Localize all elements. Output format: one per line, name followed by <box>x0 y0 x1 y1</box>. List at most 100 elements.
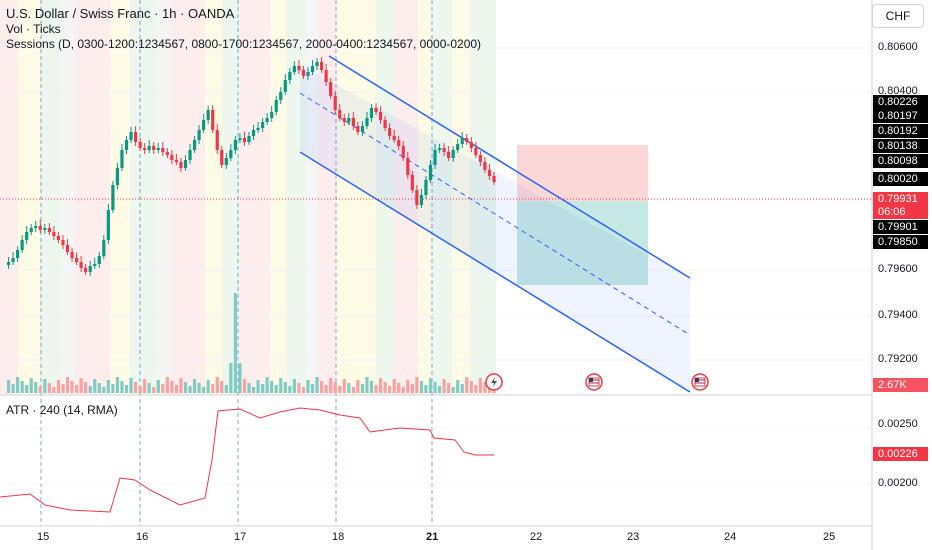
flag-canton <box>695 378 699 382</box>
volume-bar <box>469 381 473 393</box>
candle-body <box>20 240 24 250</box>
candle-body <box>433 150 437 165</box>
volume-bar <box>29 378 33 393</box>
atr-tick-label: 0.00250 <box>878 418 918 430</box>
volume-bar <box>34 382 38 393</box>
time-tick-label: 23 <box>627 531 640 543</box>
volume-bar <box>52 387 56 393</box>
economic-events <box>485 373 709 391</box>
volume-bar <box>378 378 383 393</box>
candle-body <box>16 250 20 258</box>
candle-body <box>465 138 469 142</box>
atr-line <box>0 407 494 513</box>
candle-body <box>256 128 260 130</box>
candle-body <box>129 132 133 140</box>
candle-body <box>487 170 492 176</box>
volume-bar <box>179 378 183 393</box>
candle-body <box>265 118 269 122</box>
volume-bar <box>319 381 324 393</box>
session-stripe <box>18 0 40 395</box>
volume-bar <box>161 384 165 393</box>
candle-body <box>188 150 192 160</box>
channel-lower-line <box>299 151 691 393</box>
candle-body <box>356 126 360 132</box>
candle-body <box>161 148 165 152</box>
session-stripe <box>306 0 318 395</box>
time-tick-label: 17 <box>234 531 247 543</box>
session-stripe <box>130 0 158 395</box>
candle-body <box>138 142 142 148</box>
candle-body <box>102 240 106 256</box>
price-tag: 0.79901 <box>873 220 928 234</box>
channel-median-line <box>299 92 691 336</box>
volume-bar <box>143 379 147 393</box>
candle-body <box>224 158 228 165</box>
volume-bar <box>338 386 342 393</box>
volume-bar <box>365 377 369 393</box>
parallel-channel-drawing <box>299 55 691 393</box>
session-stripe <box>40 0 62 395</box>
candle-body <box>315 62 319 66</box>
volume-bar <box>324 385 328 393</box>
price-tag: 0.80020 <box>873 172 928 186</box>
price-tag: 0.80192 <box>873 124 928 138</box>
volume-value-tag: 2.67K <box>873 378 928 392</box>
candle-body <box>347 118 351 122</box>
sessions-indicator-label[interactable]: Sessions (D, 0300-1200:1234567, 0800-170… <box>6 37 482 51</box>
volume-bar <box>133 382 138 393</box>
volume-bar <box>124 385 129 393</box>
candle-body <box>242 138 247 142</box>
volume-bar <box>261 384 265 393</box>
atr-indicator-label[interactable]: ATR · 240 (14, RMA) <box>6 403 118 417</box>
currency-button[interactable]: CHF <box>872 4 924 28</box>
volume-bar <box>265 377 269 393</box>
candle-body <box>338 110 342 118</box>
session-backgrounds <box>0 0 496 395</box>
candle-body <box>460 138 464 144</box>
candle-body <box>424 180 428 195</box>
candle-body <box>206 110 210 120</box>
time-tick-label: 21 <box>426 531 439 543</box>
symbol-title[interactable]: U.S. Dollar / Swiss Franc · 1h · OANDA <box>6 6 235 21</box>
candle-body <box>456 144 460 150</box>
candle-body <box>29 228 33 232</box>
session-stripe <box>222 0 240 395</box>
time-tick-label: 24 <box>724 531 737 543</box>
candle-body <box>34 226 38 228</box>
volume-bar <box>447 383 451 393</box>
flag-canton <box>589 378 593 382</box>
candle-body <box>88 266 92 272</box>
volume-bar <box>410 384 414 393</box>
volume-bar <box>297 383 301 393</box>
candle-body <box>369 108 374 118</box>
volume-bar <box>310 384 315 393</box>
candle-body <box>401 146 405 158</box>
session-stripe <box>62 0 74 395</box>
candle-body <box>437 148 442 150</box>
volume-bar <box>138 386 142 393</box>
candle-body <box>120 150 124 168</box>
volume-indicator-label[interactable]: Vol · Ticks <box>6 22 61 36</box>
session-stripe <box>0 0 18 395</box>
candle-body <box>192 140 197 150</box>
candle-body <box>43 228 47 230</box>
candle-body <box>84 268 88 272</box>
candle-body <box>297 66 301 70</box>
volume-bar <box>84 382 88 393</box>
time-tick-label: 15 <box>37 531 50 543</box>
volume-bar <box>419 381 424 393</box>
volume-bar <box>397 383 401 393</box>
candle-body <box>106 210 110 240</box>
candle-body <box>410 175 414 190</box>
volume-bar <box>383 382 387 393</box>
volume-bar <box>233 293 237 393</box>
volume-bar <box>11 384 15 393</box>
candle-body <box>179 162 183 168</box>
volume-bar <box>428 378 433 393</box>
volume-bar <box>20 381 24 393</box>
volume-bar <box>460 384 464 393</box>
candle-body <box>79 262 83 268</box>
volume-bar <box>483 382 487 393</box>
